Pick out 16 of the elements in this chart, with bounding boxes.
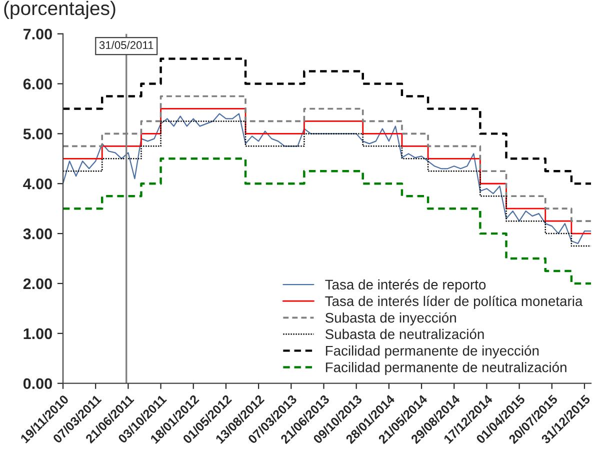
y-tick-label: 6.00 [23,78,52,90]
y-tick-label: 1.00 [24,328,52,340]
y-tick-label: 5.00 [23,128,52,140]
legend-label: Facilidad permanente de neutralización [326,362,566,376]
y-tick-label: 4.00 [23,178,52,190]
y-tick-label: 3.00 [23,228,52,240]
y-tick-label: 2.00 [23,278,52,290]
legend-label: Tasa de interés de reporto [325,279,486,292]
y-tick-label: 0.00 [23,378,52,390]
annotation: 31/05/2011 [99,40,154,50]
legend-label: Tasa de interés líder de política monetaria [325,296,583,309]
legend-label: Subasta de inyección [325,312,456,326]
chart-title: (porcentajes) [4,0,116,20]
legend-label: Facilidad permanente de inyección [326,345,539,358]
legend-label: Subasta de neutralización [325,328,484,340]
y-tick-label: 7.00 [24,28,52,40]
